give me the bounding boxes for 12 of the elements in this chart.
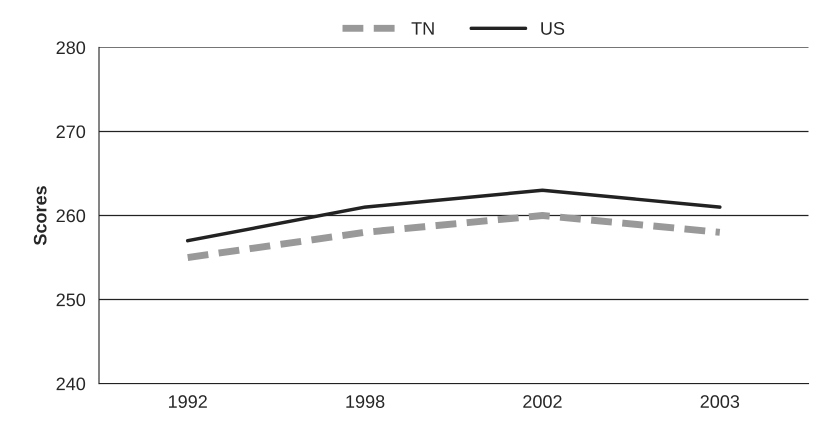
x-tick-label: 1998 — [346, 395, 384, 408]
y-tick-label: 250 — [56, 293, 86, 306]
x-tick-label: 2002 — [523, 395, 562, 408]
y-tick-label: 270 — [56, 125, 86, 138]
x-tick-label: 1992 — [168, 395, 207, 408]
legend-label: US — [541, 22, 564, 35]
y-tick-label: 260 — [56, 209, 86, 222]
y-axis-title: Scores — [34, 186, 47, 246]
x-tick-label: 2003 — [700, 395, 740, 408]
y-tick-label: 280 — [56, 41, 86, 54]
y-tick-label: 240 — [56, 378, 86, 390]
legend-label: TN — [412, 22, 434, 35]
